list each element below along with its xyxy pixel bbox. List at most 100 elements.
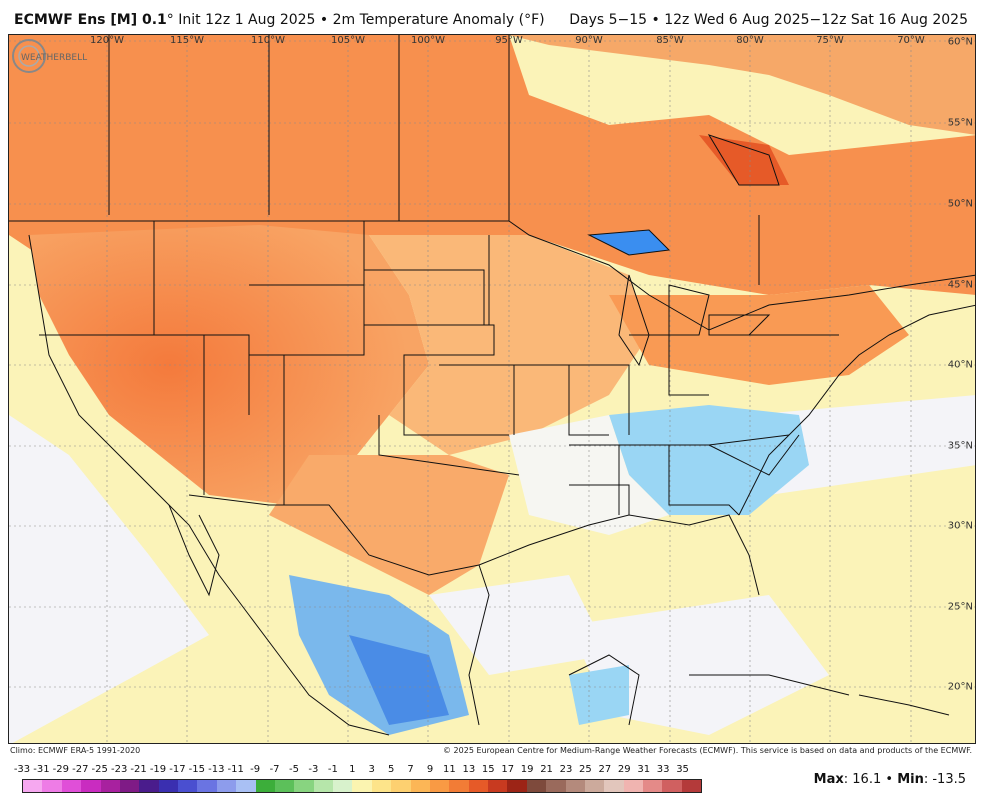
colorbar-label: -11 <box>227 764 244 775</box>
colorbar-label: -17 <box>169 764 186 775</box>
colorbar-label: -7 <box>269 764 280 775</box>
colorbar-swatch <box>197 780 217 792</box>
colorbar-swatch <box>546 780 566 792</box>
colorbar-swatch <box>662 780 682 792</box>
lat-label: 20°N <box>947 681 973 693</box>
colorbar-swatch <box>391 780 411 792</box>
lon-label: 70°W <box>897 35 925 46</box>
colorbar-swatch <box>81 780 101 792</box>
lat-label: 55°N <box>947 117 973 129</box>
lon-label: 85°W <box>656 35 684 46</box>
logo-text: WEATHERBELL <box>21 53 87 63</box>
colorbar-swatch <box>584 780 605 792</box>
colorbar-swatch <box>526 780 547 792</box>
colorbar-swatch <box>565 780 585 792</box>
min-label: Min <box>897 772 924 787</box>
colorbar-swatch <box>333 780 353 792</box>
degree-symbol: ° <box>166 12 174 28</box>
colorbar-label: -31 <box>33 764 50 775</box>
colorbar-swatch <box>643 780 663 792</box>
lat-label: 60°N <box>947 36 973 48</box>
texas-warm <box>269 455 509 595</box>
colorbar-label: 21 <box>540 764 553 775</box>
stats-separator: • <box>885 772 894 787</box>
colorbar-label: -13 <box>208 764 225 775</box>
colorbar-label: -19 <box>149 764 167 775</box>
lat-label: 40°N <box>947 359 973 371</box>
model-name: ECMWF Ens [M] 0.1 <box>14 12 167 28</box>
colorbar-swatch <box>488 780 508 792</box>
colorbar-label: -15 <box>188 764 206 775</box>
colorbar-label: 1 <box>349 764 356 775</box>
lon-label: 105°W <box>331 35 365 46</box>
quebec-hot <box>699 135 789 185</box>
colorbar-swatch <box>604 780 624 792</box>
colorbar-label: 13 <box>462 764 476 775</box>
colorbar-swatch <box>313 780 333 792</box>
colorbar-label: 9 <box>426 764 434 775</box>
colorbar-label: 17 <box>501 764 515 775</box>
colorbar-label: 15 <box>481 764 495 775</box>
header: ECMWF Ens [M] 0.1° Init 12z 1 Aug 2025 •… <box>0 0 984 34</box>
colorbar-label: -27 <box>72 764 89 775</box>
colorbar-label: 23 <box>559 764 573 775</box>
colorbar-swatch <box>294 780 314 792</box>
lon-label: 75°W <box>816 35 844 46</box>
colorbar-label: 29 <box>617 764 631 775</box>
copyright-note: © 2025 European Centre for Medium-Range … <box>443 746 972 755</box>
field-name: 2m Temperature Anomaly (°F) <box>332 12 545 28</box>
colorbar-label: 3 <box>368 764 375 775</box>
colorbar-label: 35 <box>676 764 689 775</box>
lat-label: 50°N <box>947 198 973 210</box>
colorbar-label: 7 <box>407 764 414 775</box>
colorbar-swatch <box>23 780 43 792</box>
lon-label: 90°W <box>575 35 603 46</box>
lat-label: 30°N <box>947 520 973 532</box>
lat-label: 25°N <box>947 601 973 613</box>
colorbar-labels: -3 3 -31 -29 -27 -25 -23 -21 -19 -17 -15 -13 -11 -9 -7… <box>14 764 704 778</box>
valid-range: Days 5−15 • 12z Wed 6 Aug 2025−12z Sat 1… <box>569 12 968 28</box>
lon-label: 95°W <box>495 35 523 46</box>
colorbar-label: -5 <box>289 764 299 775</box>
southeast-cool <box>609 405 809 515</box>
title-separator: • <box>319 12 329 28</box>
colorbar-label: 27 <box>598 764 612 775</box>
anomaly-map: 120°W 115°W 110°W 105°W 100°W 95°W 90°W … <box>8 34 976 744</box>
colorbar-swatch <box>274 780 295 792</box>
colorbar-label: -23 <box>110 764 128 775</box>
coastlines <box>28 134 975 736</box>
colorbar-label: -3 <box>308 764 319 775</box>
atlantic-pale <box>749 395 975 495</box>
colorbar-label: 19 <box>520 764 534 775</box>
colorbar-swatch <box>216 780 237 792</box>
colorbar-swatch <box>681 780 702 792</box>
colorbar-label: -29 <box>52 764 70 775</box>
colorbar-label: 31 <box>637 764 651 775</box>
colorbar-swatch <box>139 780 159 792</box>
colorbar-label: -25 <box>91 764 108 775</box>
lon-label: 110°W <box>251 35 285 46</box>
gridlines <box>9 35 975 743</box>
map-canvas <box>9 35 975 743</box>
pacific-pale <box>9 415 209 743</box>
gulf-pale <box>429 575 609 675</box>
lon-label: 115°W <box>170 35 204 46</box>
lat-label: 45°N <box>947 279 973 291</box>
political-borders <box>9 35 975 576</box>
init-time: Init 12z 1 Aug 2025 <box>178 12 316 28</box>
colorbar-swatch <box>507 780 527 792</box>
colorbar-swatch <box>623 780 643 792</box>
lon-label: 120°W <box>90 35 124 46</box>
colorbar-swatch <box>42 780 62 792</box>
weatherbell-logo: WEATHERBELL <box>12 39 87 73</box>
colorbar-swatch <box>255 780 275 792</box>
colorbar-label: -9 <box>250 764 261 775</box>
min-value: -13.5 <box>932 772 966 787</box>
colorbar-swatch <box>371 780 392 792</box>
chart-title: ECMWF Ens [M] 0.1° Init 12z 1 Aug 2025 •… <box>14 12 545 28</box>
colorbar-label: 11 <box>443 764 456 775</box>
colorbar-label: -21 <box>130 764 147 775</box>
lat-label: 35°N <box>947 440 973 452</box>
yucatan-cool <box>569 665 629 725</box>
colorbar-label: 25 <box>579 764 592 775</box>
